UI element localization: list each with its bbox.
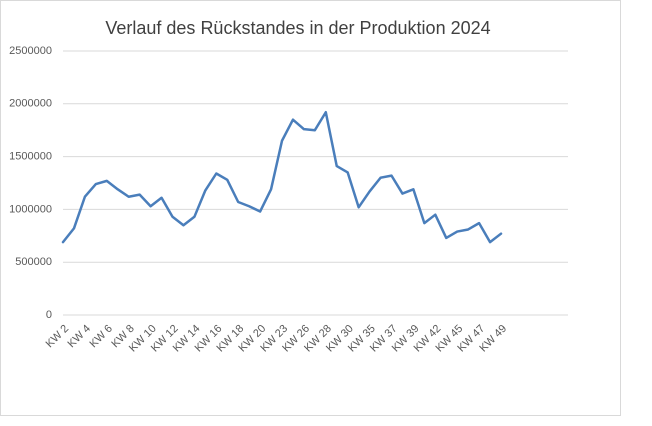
chart-border <box>0 0 621 416</box>
y-tick-label: 0 <box>46 309 52 321</box>
y-tick-label: 1500000 <box>9 151 52 163</box>
y-tick-label: 2500000 <box>9 45 52 57</box>
series-line <box>61 110 503 244</box>
y-tick-label: 2000000 <box>9 98 52 110</box>
y-tick-label: 1000000 <box>9 203 52 215</box>
y-tick-label: 500000 <box>15 256 52 268</box>
chart-title: Verlauf des Rückstandes in der Produktio… <box>105 18 490 38</box>
